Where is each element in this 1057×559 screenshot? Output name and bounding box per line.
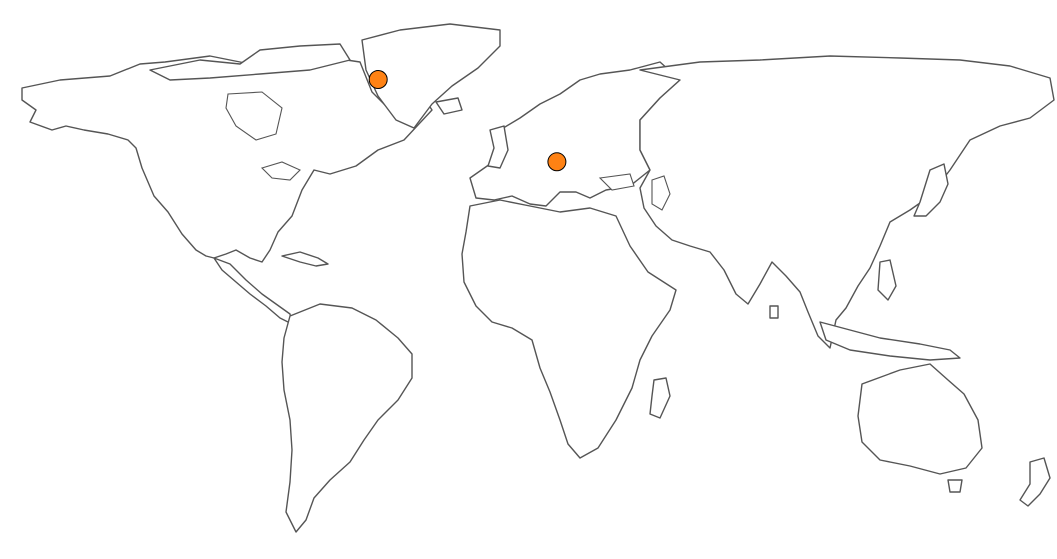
site-markers [368,70,567,172]
great-lakes [260,161,301,181]
hudson-bay [225,91,283,141]
japan-outline [913,163,949,217]
site-marker [547,152,567,172]
greenland-outline [361,23,501,129]
continents [21,23,1055,533]
site-marker [368,70,388,89]
arctic-islands [149,43,351,81]
caspian-sea [651,175,671,211]
south-america-outline [281,303,413,533]
tasmania [947,479,963,493]
sri-lanka [769,305,779,319]
central-america-outline [213,257,293,325]
australia-outline [857,363,983,475]
great-britain [487,125,509,169]
lakes [225,91,671,211]
philippines-outline [877,259,897,301]
iceland [435,97,463,115]
north-america-outline [21,55,433,263]
madagascar-outline [649,377,671,419]
new-zealand-outline [1019,457,1051,507]
indonesia-outline [819,321,961,361]
caribbean-islands [281,251,329,267]
asia-outline [639,55,1055,349]
black-sea [598,173,635,191]
africa-outline [461,199,677,459]
